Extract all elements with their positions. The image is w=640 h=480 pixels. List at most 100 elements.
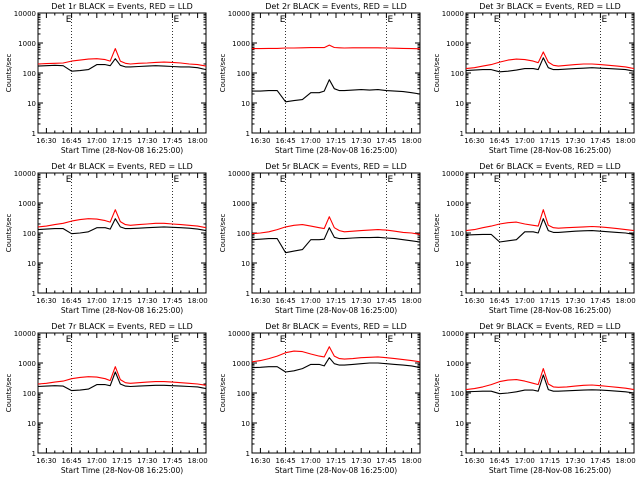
flag-marker: E — [602, 15, 608, 25]
x-tick-label: 16:45 — [62, 457, 82, 465]
x-tick-label: 16:30 — [464, 297, 484, 305]
y-tick-label: 100 — [237, 230, 250, 238]
series-line-lld — [465, 209, 635, 232]
plot-title: Det 8r BLACK = Events, RED = LLD — [265, 322, 407, 331]
x-axis-label: Start Time (28-Nov-08 16:25:00) — [275, 146, 397, 155]
flag-marker: E — [494, 15, 500, 25]
x-tick-label: 18:00 — [188, 297, 208, 305]
plot-frame — [465, 332, 635, 454]
x-tick-label: 18:00 — [616, 297, 636, 305]
plot-title: Det 3r BLACK = Events, RED = LLD — [479, 2, 621, 11]
flag-marker: E — [494, 175, 500, 185]
x-tick-label: 17:30 — [565, 137, 585, 145]
plot-frame — [251, 12, 421, 134]
y-tick-label: 10 — [27, 420, 36, 428]
x-tick-label: 18:00 — [616, 457, 636, 465]
series-line-lld — [251, 346, 421, 363]
series-line-lld — [251, 216, 421, 235]
y-tick-label: 10 — [455, 420, 464, 428]
x-tick-label: 16:30 — [464, 457, 484, 465]
y-tick-label: 1 — [460, 290, 464, 298]
y-tick-label: 10 — [241, 420, 250, 428]
y-tick-label: 100 — [237, 390, 250, 398]
x-tick-label: 17:45 — [162, 137, 182, 145]
x-tick-label: 17:30 — [137, 137, 157, 145]
series-line-events — [465, 218, 635, 243]
flag-marker: E — [388, 175, 394, 185]
y-axis-label: Counts/sec — [219, 374, 227, 413]
x-tick-label: 16:30 — [464, 137, 484, 145]
flag-marker: E — [66, 15, 72, 25]
x-tick-label: 17:15 — [112, 457, 132, 465]
x-tick-label: 16:45 — [62, 297, 82, 305]
x-axis-label: Start Time (28-Nov-08 16:25:00) — [275, 306, 397, 315]
series-line-lld — [252, 44, 421, 50]
y-axis-label: Counts/sec — [5, 374, 13, 413]
y-tick-label: 1 — [32, 450, 36, 458]
y-tick-label: 10000 — [14, 170, 36, 178]
series-line-lld — [465, 368, 635, 391]
series-line-events — [37, 58, 207, 72]
y-tick-label: 100 — [23, 390, 36, 398]
plot-frame — [37, 172, 207, 294]
series-line-events — [37, 371, 207, 392]
x-tick-label: 16:30 — [36, 297, 56, 305]
x-tick-label: 18:00 — [188, 457, 208, 465]
x-tick-label: 17:45 — [590, 297, 610, 305]
y-tick-label: 1 — [32, 130, 36, 138]
y-tick-label: 1 — [32, 290, 36, 298]
y-tick-label: 10000 — [442, 10, 464, 18]
x-tick-label: 17:30 — [137, 457, 157, 465]
flag-marker: E — [388, 335, 394, 345]
plot-title: Det 6r BLACK = Events, RED = LLD — [479, 162, 621, 171]
x-axis-label: Start Time (28-Nov-08 16:25:00) — [489, 466, 611, 475]
flag-marker: E — [174, 15, 180, 25]
x-tick-label: 17:30 — [565, 457, 585, 465]
series-line-events — [251, 357, 421, 373]
y-tick-label: 1000 — [446, 360, 464, 368]
x-tick-label: 16:45 — [490, 297, 510, 305]
flag-marker: E — [66, 335, 72, 345]
y-tick-label: 10000 — [228, 10, 250, 18]
x-tick-label: 16:30 — [36, 457, 56, 465]
y-tick-label: 10000 — [442, 330, 464, 338]
x-tick-label: 17:15 — [540, 457, 560, 465]
series-line-events — [251, 227, 421, 254]
series-line-events — [252, 79, 421, 103]
plot-title: Det 7r BLACK = Events, RED = LLD — [51, 322, 193, 331]
series-line-lld — [465, 51, 635, 70]
x-tick-label: 17:45 — [162, 297, 182, 305]
flag-marker: E — [66, 175, 72, 185]
x-tick-label: 17:30 — [565, 297, 585, 305]
detector-plot-3: Det 3r BLACK = Events, RED = LLD 1 10 100 10… — [433, 2, 636, 155]
x-axis-label: Start Time (28-Nov-08 16:25:00) — [275, 466, 397, 475]
x-tick-label: 18:00 — [616, 137, 636, 145]
x-tick-label: 17:45 — [590, 137, 610, 145]
x-tick-label: 16:30 — [36, 137, 56, 145]
detector-plot-5: Det 5r BLACK = Events, RED = LLD 1 10 100 10… — [219, 162, 422, 315]
detector-plot-1: Det 1r BLACK = Events, RED = LLD 1 10 100 10… — [5, 2, 208, 155]
y-tick-label: 1000 — [18, 200, 36, 208]
series-line-events — [465, 57, 635, 73]
y-tick-label: 10000 — [228, 330, 250, 338]
x-tick-label: 17:15 — [112, 297, 132, 305]
detector-plot-9: Det 9r BLACK = Events, RED = LLD 1 10 100 10… — [433, 322, 636, 475]
x-tick-label: 17:00 — [515, 297, 535, 305]
y-axis-label: Counts/sec — [433, 214, 441, 253]
detector-plot-6: Det 6r BLACK = Events, RED = LLD 1 10 100 10… — [433, 162, 636, 315]
x-tick-label: 16:45 — [276, 297, 296, 305]
y-tick-label: 1000 — [232, 40, 250, 48]
detector-plot-4: Det 4r BLACK = Events, RED = LLD 1 10 100 10… — [5, 162, 208, 315]
x-tick-label: 17:45 — [376, 457, 396, 465]
y-tick-label: 10 — [241, 260, 250, 268]
flag-marker: E — [494, 335, 500, 345]
y-tick-label: 1 — [246, 130, 250, 138]
x-axis-label: Start Time (28-Nov-08 16:25:00) — [61, 466, 183, 475]
detector-plot-8: Det 8r BLACK = Events, RED = LLD 1 10 100 10… — [219, 322, 422, 475]
plot-title: Det 2r BLACK = Events, RED = LLD — [265, 2, 407, 11]
x-tick-label: 16:45 — [276, 457, 296, 465]
x-tick-label: 17:15 — [540, 297, 560, 305]
plot-frame — [465, 172, 635, 294]
x-tick-label: 16:30 — [250, 457, 270, 465]
